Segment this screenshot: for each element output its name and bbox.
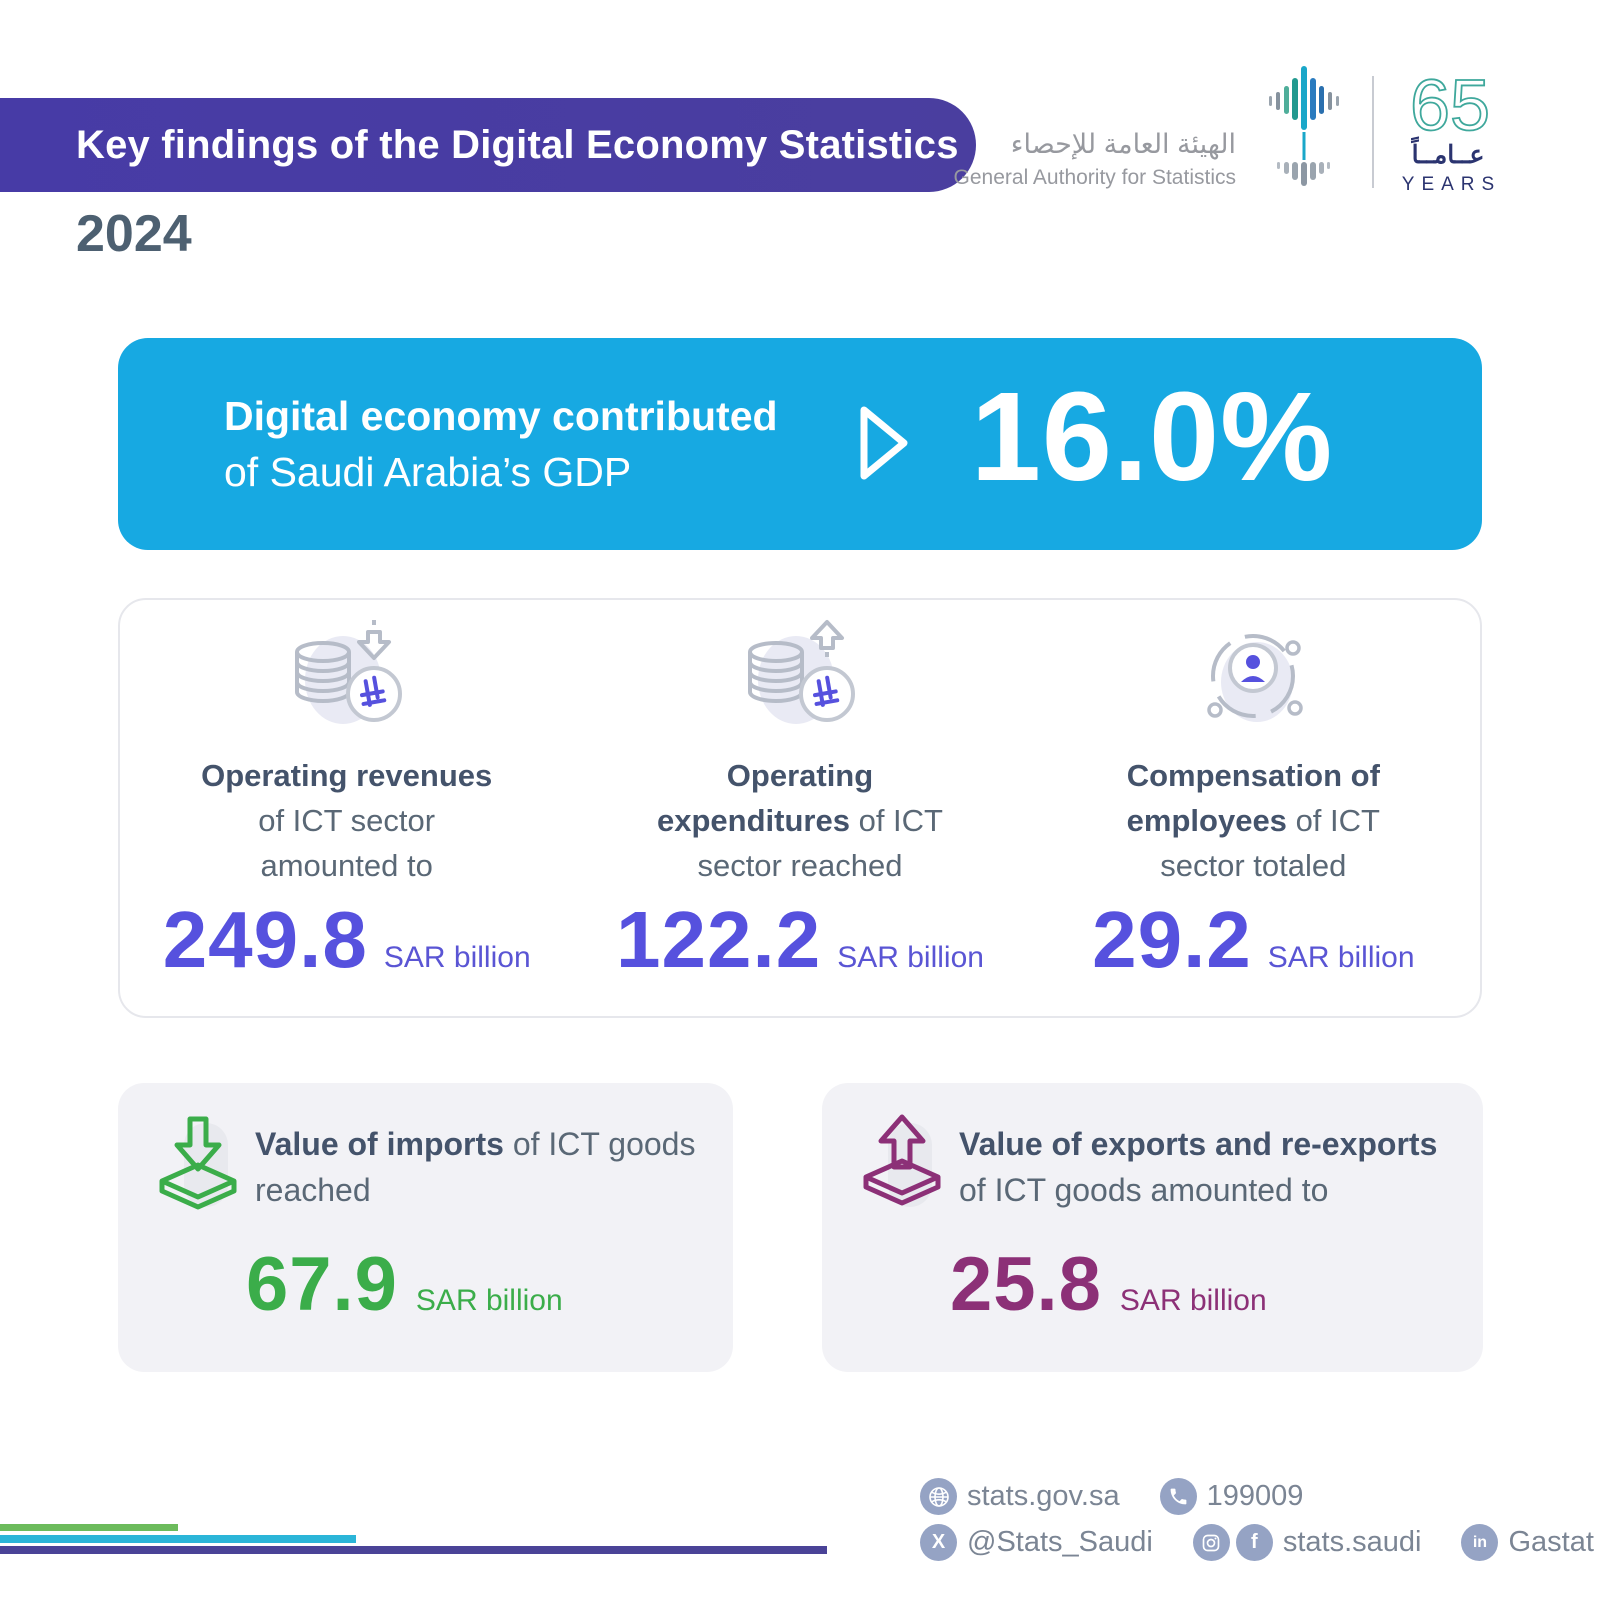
stat-unit: SAR billion: [1267, 941, 1415, 974]
org-name-arabic: الهيئة العامة للإحصاء: [1010, 129, 1236, 159]
gastat-logo-icon: [1258, 58, 1350, 205]
coins-arrow-up-icon: [730, 618, 870, 743]
stat-unit: SAR billion: [837, 941, 984, 974]
imports-box: Value of imports of ICT goods reached 67…: [118, 1083, 733, 1372]
stat-number: 122.2: [616, 895, 822, 984]
coins-arrow-down-icon: [277, 618, 417, 743]
social-handle-label: stats.saudi: [1282, 1526, 1422, 1558]
exports-box: Value of exports and re-exports of ICT g…: [822, 1083, 1483, 1372]
website-link[interactable]: stats.gov.sa: [920, 1478, 1120, 1515]
anniversary-arabic: عــامــاً: [1411, 140, 1485, 169]
play-triangle-icon: [856, 402, 914, 489]
x-icon: X: [920, 1524, 957, 1561]
page-title: Key findings of the Digital Economy Stat…: [76, 122, 959, 167]
imports-unit: SAR billion: [415, 1284, 563, 1317]
stat-value: 122.2 SAR billion: [616, 894, 984, 986]
stat-operating-revenues: Operating revenues of ICT sector amounte…: [120, 600, 573, 1016]
stat-operating-expenditures: Operating expenditures of ICT sector rea…: [573, 600, 1026, 1016]
stat-label: Operating revenues of ICT sector amounte…: [201, 758, 493, 883]
import-box-arrow-down-icon: [144, 1111, 254, 1228]
stat-value: 29.2 SAR billion: [1092, 894, 1414, 986]
header-banner: Key findings of the Digital Economy Stat…: [0, 98, 976, 192]
gdp-highlight-text: Digital economy contributed of Saudi Ara…: [224, 388, 778, 500]
employee-network-icon: [1183, 618, 1323, 743]
stat-compensation-employees: Compensation of employees of ICT sector …: [1027, 600, 1480, 1016]
anniversary-english: YEARS: [1401, 173, 1502, 195]
social-links[interactable]: f stats.saudi: [1192, 1524, 1422, 1561]
exports-value: 25.8 SAR billion: [950, 1241, 1267, 1328]
stat-value: 249.8 SAR billion: [163, 894, 531, 986]
gdp-share-value: 16.0%: [970, 366, 1334, 507]
exports-number: 25.8: [950, 1242, 1102, 1327]
stat-number: 29.2: [1092, 895, 1252, 984]
phone-icon: [1159, 1478, 1197, 1515]
ict-stats-card: Operating revenues of ICT sector amounte…: [118, 598, 1482, 1018]
decorative-line-purple: [0, 1546, 827, 1554]
x-handle-label: @Stats_Saudi: [967, 1526, 1153, 1558]
facebook-icon: f: [1235, 1524, 1273, 1561]
org-name-english: General Authority for Statistics: [953, 166, 1236, 189]
imports-value: 67.9 SAR billion: [246, 1241, 563, 1328]
decorative-line-cyan: [0, 1535, 356, 1543]
stat-unit: SAR billion: [383, 941, 531, 974]
exports-text: Value of exports and re-exports of ICT g…: [959, 1126, 1438, 1208]
imports-number: 67.9: [246, 1242, 398, 1327]
website-label: stats.gov.sa: [967, 1480, 1120, 1512]
imports-text: Value of imports of ICT goods reached: [255, 1126, 696, 1208]
anniversary-number-art: 65: [1409, 68, 1491, 142]
stat-label: Compensation of employees of ICT sector …: [1126, 758, 1380, 883]
report-year: 2024: [76, 205, 192, 263]
export-box-arrow-up-icon: [848, 1111, 958, 1228]
stat-number: 249.8: [162, 895, 368, 984]
logo-divider: [1372, 75, 1374, 188]
phone-label: 199009: [1206, 1480, 1304, 1512]
decorative-line-green: [0, 1524, 178, 1531]
linkedin-handle-label: Gastat: [1508, 1526, 1594, 1558]
gdp-highlight-line2: of Saudi Arabia’s GDP: [224, 449, 632, 495]
linkedin-link[interactable]: in Gastat: [1461, 1524, 1594, 1561]
phone-contact[interactable]: 199009: [1159, 1478, 1304, 1515]
footer-contacts: stats.gov.sa 199009 X @Stats_Saudi: [920, 1478, 1594, 1570]
svg-text:65: 65: [1410, 68, 1490, 142]
x-link[interactable]: X @Stats_Saudi: [920, 1524, 1153, 1561]
exports-unit: SAR billion: [1119, 1284, 1267, 1317]
gdp-highlight-line1: Digital economy contributed: [224, 393, 778, 439]
stat-label: Operating expenditures of ICT sector rea…: [657, 758, 943, 883]
gastat-logo-block: الهيئة العامة للإحصاء General Authority …: [954, 58, 1500, 205]
anniversary-65-logo: 65 عــامــاً YEARS: [1396, 68, 1500, 196]
globe-icon: [920, 1478, 957, 1515]
instagram-icon: [1192, 1524, 1230, 1561]
org-names: الهيئة العامة للإحصاء General Authority …: [954, 129, 1236, 190]
linkedin-icon: in: [1461, 1524, 1499, 1561]
gdp-highlight-banner: Digital economy contributed of Saudi Ara…: [118, 338, 1482, 550]
